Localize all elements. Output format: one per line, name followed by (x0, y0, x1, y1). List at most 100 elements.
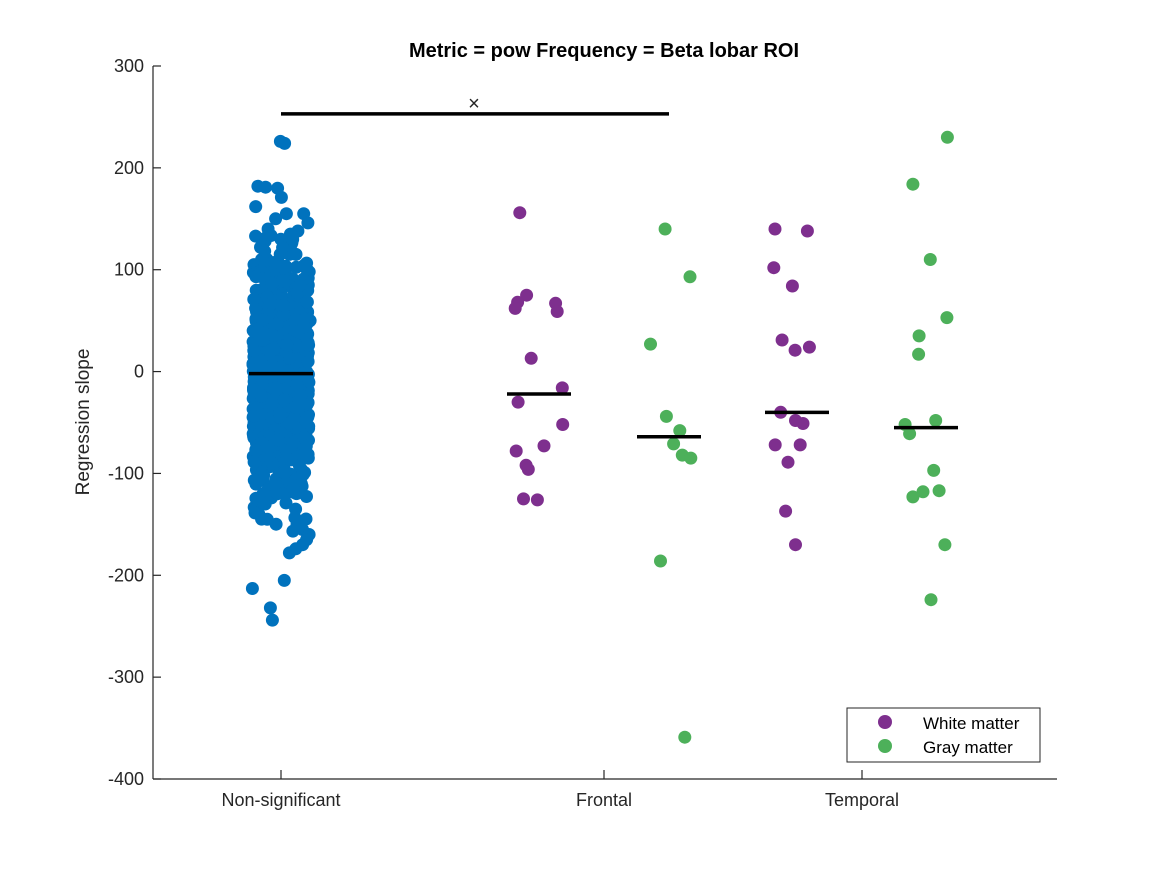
y-tick-label: -400 (108, 769, 144, 789)
data-point (793, 438, 807, 452)
data-point (796, 417, 810, 430)
data-point (684, 451, 698, 465)
data-point (277, 573, 291, 587)
data-point (906, 490, 920, 504)
data-point (290, 378, 304, 392)
data-point (286, 482, 300, 495)
data-point (259, 180, 273, 194)
data-point (906, 177, 920, 191)
y-tick-label: 0 (134, 362, 144, 382)
data-point (779, 504, 793, 518)
data-point (247, 292, 261, 306)
y-ticks: -400 -300 -200 -100 0 100 200 300 (108, 56, 161, 789)
data-point (302, 338, 316, 352)
data-point (253, 387, 267, 401)
data-point (683, 270, 697, 284)
y-tick-label: 300 (114, 56, 144, 76)
data-point (802, 340, 816, 354)
data-point (932, 484, 946, 498)
x-tick-label: Frontal (576, 790, 632, 810)
data-point (788, 343, 802, 357)
data-point (249, 200, 263, 214)
data-point (789, 538, 802, 552)
data-point (644, 337, 657, 351)
data-point (264, 229, 278, 242)
data-point (245, 582, 259, 595)
data-point (912, 329, 926, 343)
data-point (300, 262, 314, 276)
data-point (278, 136, 292, 150)
data-point (265, 297, 278, 311)
x-ticks: Non-significant Frontal Temporal (221, 770, 899, 810)
data-point (301, 447, 315, 461)
y-tick-label: -300 (108, 667, 144, 687)
data-point (289, 313, 303, 327)
data-point (247, 473, 261, 487)
data-point (555, 381, 569, 395)
data-point (265, 276, 279, 290)
data-point (267, 256, 281, 269)
data-point (286, 232, 300, 246)
legend-label-gray-matter: Gray matter (923, 738, 1013, 757)
data-point (800, 224, 814, 238)
data-point (268, 477, 282, 490)
data-point (530, 493, 544, 507)
data-point (513, 206, 527, 220)
data-point (253, 353, 267, 367)
data-point (916, 485, 930, 499)
data-point (247, 455, 261, 469)
data-point (923, 253, 937, 266)
data-point (279, 207, 293, 221)
x-tick-label: Temporal (825, 790, 899, 810)
data-point (280, 338, 294, 352)
data-point (940, 311, 954, 325)
data-point (903, 427, 917, 441)
data-point (511, 395, 525, 409)
data-point (938, 538, 952, 552)
data-point (299, 512, 313, 526)
data-point (767, 261, 781, 275)
data-point (276, 241, 290, 255)
data-point (282, 546, 296, 560)
data-point (524, 351, 538, 365)
data-point (673, 424, 687, 438)
data-point (263, 601, 277, 615)
data-point (256, 313, 270, 327)
data-point (283, 416, 297, 430)
data-point (249, 270, 263, 284)
data-point (267, 342, 281, 356)
data-point (277, 298, 291, 312)
data-point (300, 490, 313, 503)
data-point (274, 190, 288, 204)
data-point (520, 288, 534, 302)
data-point (265, 613, 279, 627)
data-point (775, 333, 789, 347)
data-point (276, 308, 290, 322)
data-point (286, 524, 300, 538)
data-point (301, 216, 315, 230)
data-point (278, 466, 292, 479)
data-point (293, 278, 307, 292)
data-point (924, 593, 938, 607)
data-point (556, 418, 570, 431)
data-point (929, 414, 943, 427)
data-point (768, 438, 782, 452)
data-point (940, 130, 954, 144)
data-point (912, 347, 926, 361)
x-tick-label: Non-significant (221, 790, 340, 810)
data-point (785, 279, 799, 293)
data-point (255, 512, 269, 526)
data-point (301, 410, 315, 424)
data-point (927, 463, 941, 477)
legend-marker-gray-matter (878, 739, 892, 753)
data-point (249, 443, 263, 457)
data-point (301, 355, 315, 368)
data-point (286, 436, 300, 450)
data-point (654, 554, 667, 568)
y-tick-label: -100 (108, 463, 144, 483)
legend-label-white-matter: White matter (923, 714, 1020, 733)
data-point (768, 222, 782, 236)
legend-marker-white-matter (878, 715, 892, 729)
data-point (269, 517, 283, 531)
